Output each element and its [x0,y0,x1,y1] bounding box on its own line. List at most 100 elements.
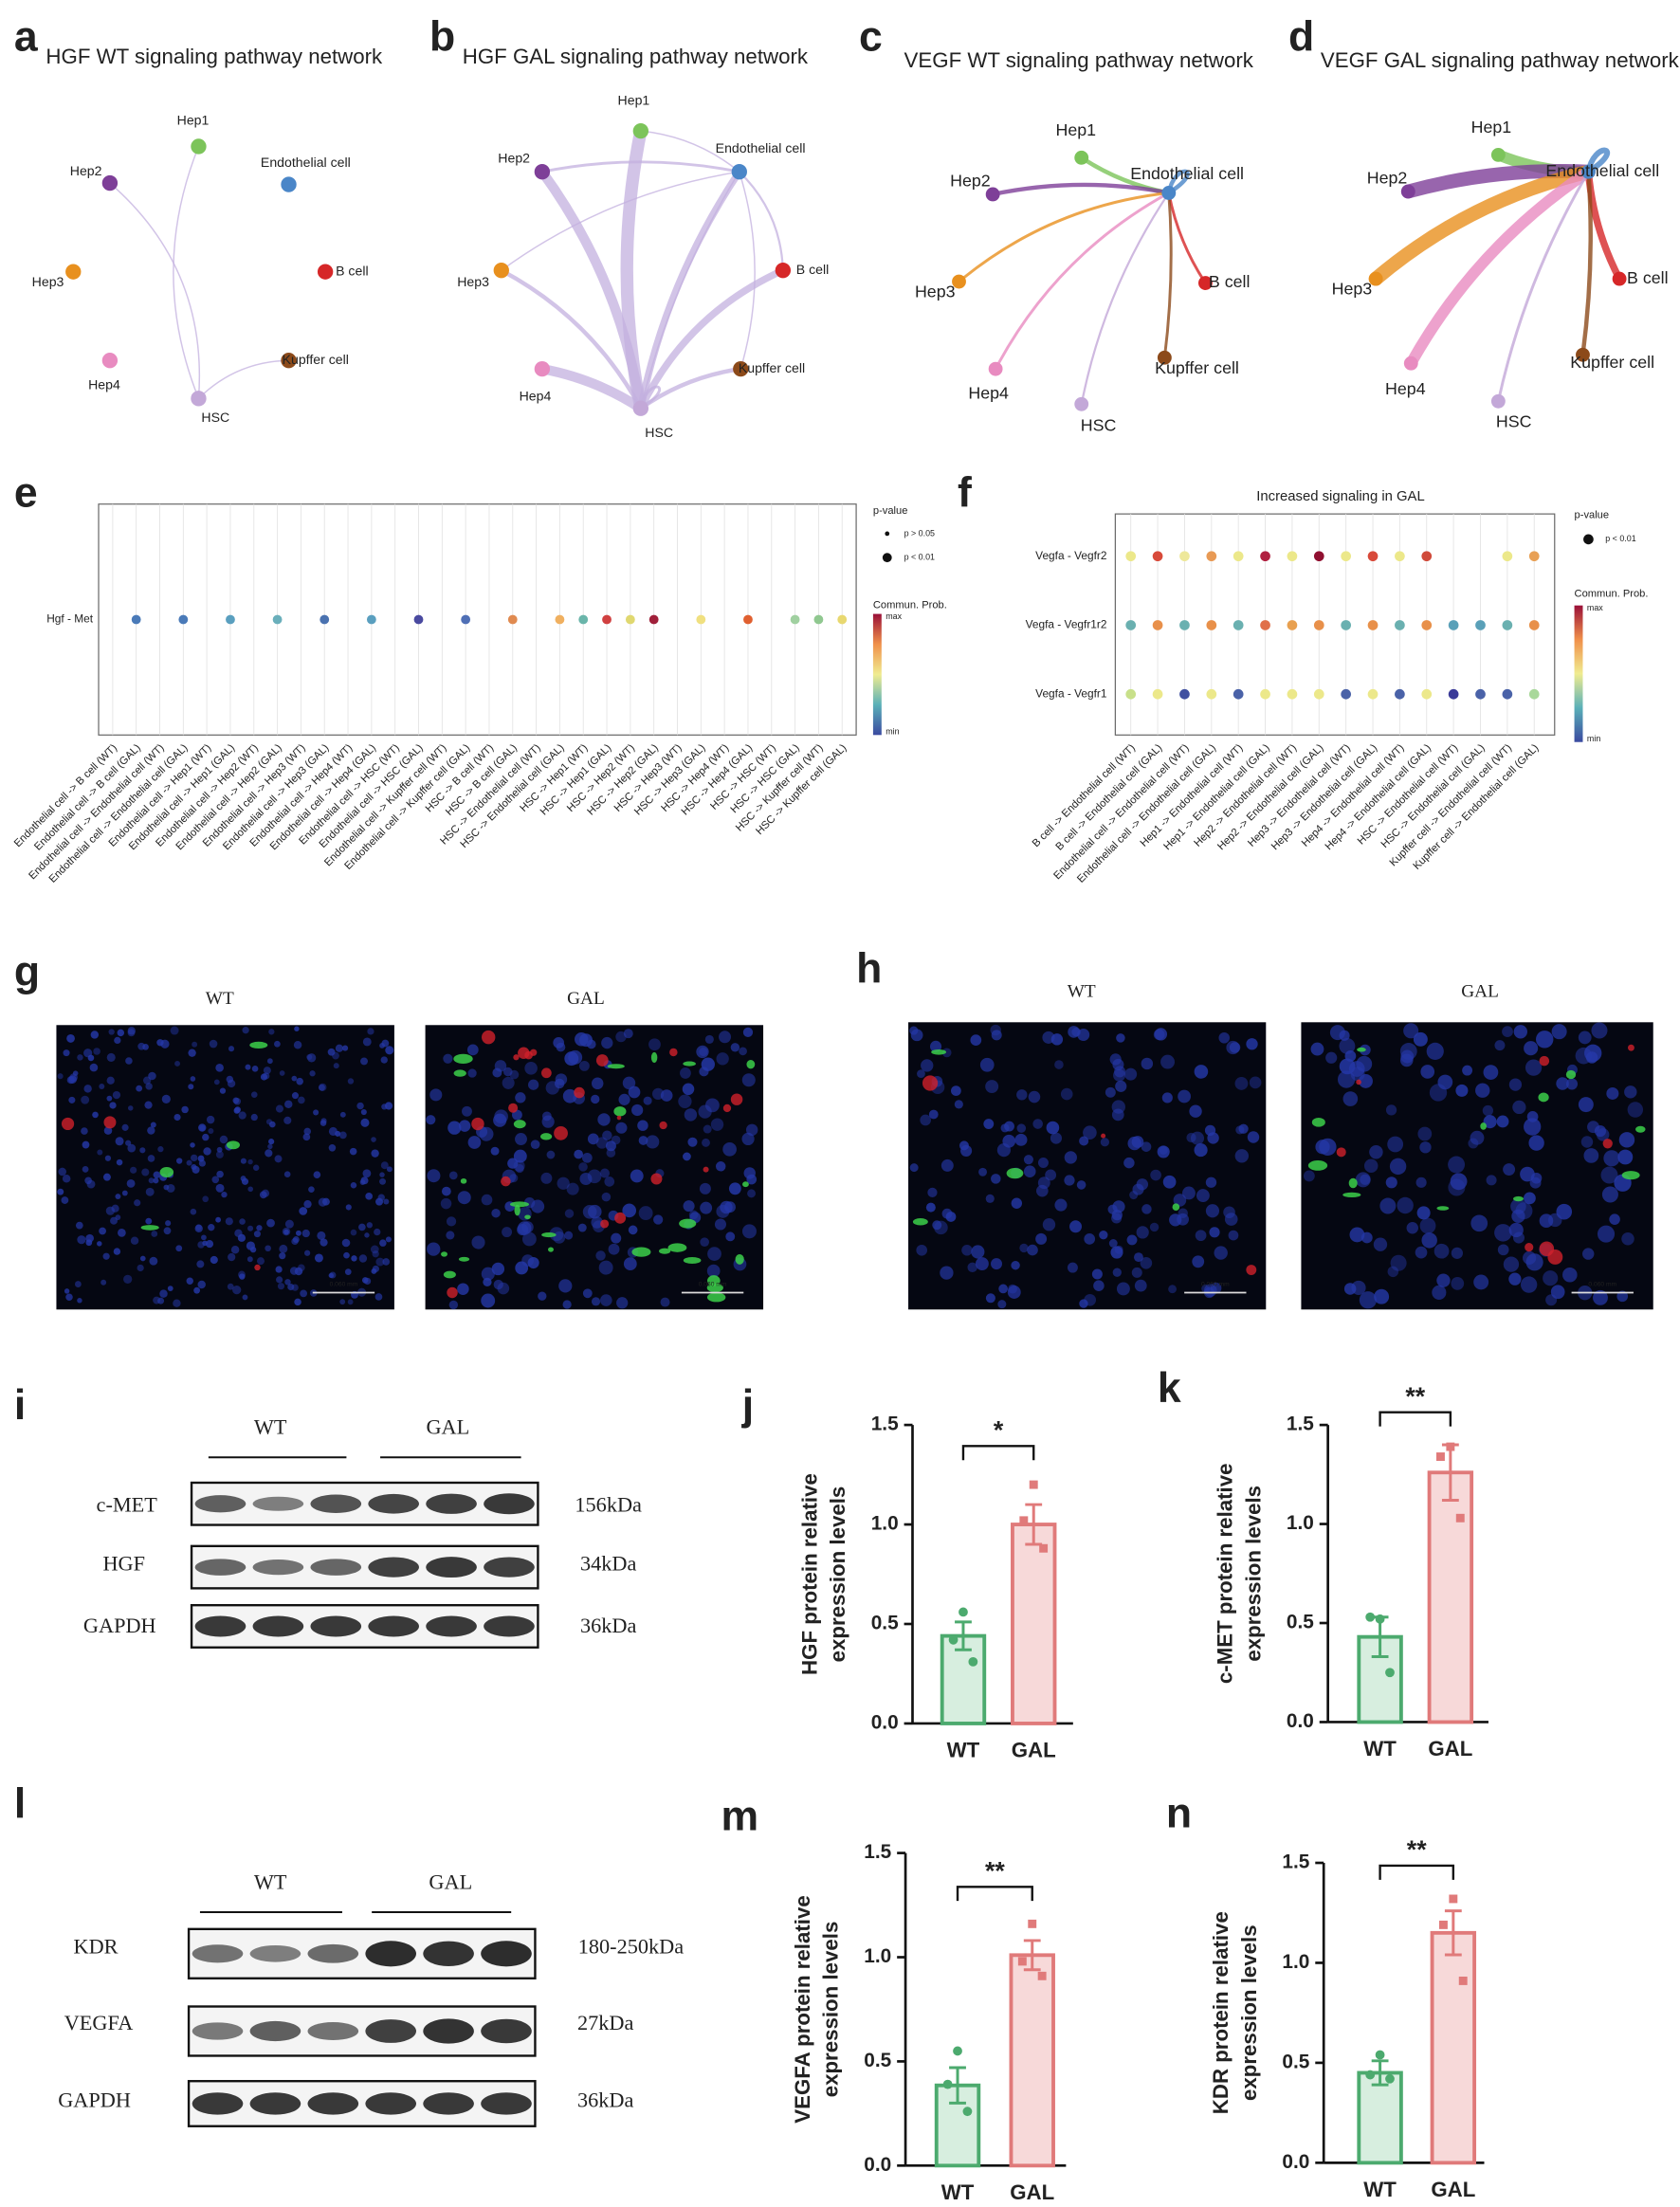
nucleus [192,1165,200,1174]
nucleus [66,1076,75,1085]
nucleus [150,1122,156,1128]
dot [1341,551,1352,562]
nucleus [358,1254,368,1263]
nucleus [941,1048,952,1058]
nucleus [123,1274,133,1284]
nucleus [959,1140,969,1151]
node-label: Endothelial cell [1130,164,1244,183]
nucleus [1329,1025,1345,1041]
nucleus [1606,1086,1619,1100]
node [632,400,649,416]
scale-bar-label: 0.060 mm [699,1281,727,1287]
nucleus [1400,1049,1415,1064]
nucleus [638,1136,648,1145]
nucleus [234,1106,241,1113]
nucleus [1415,1176,1427,1188]
nucleus [682,1083,695,1096]
nucleus [978,1167,988,1176]
y-axis-label: expression levels [1237,1924,1261,2101]
nucleus [1437,1074,1453,1090]
point [962,2107,973,2117]
point [959,1607,968,1617]
scale-bar-label: 0.060 mm [1201,1281,1230,1287]
nucleus [1503,1256,1520,1272]
nucleus [275,1266,283,1273]
dot [1152,620,1163,630]
nucleus [1525,1059,1543,1076]
nucleus [125,1140,132,1146]
node [191,138,207,155]
dot [1475,688,1486,700]
nucleus [1420,1065,1435,1079]
green-signal [1348,1177,1358,1189]
green-signal [1538,1092,1549,1103]
nucleus [945,1212,957,1222]
nucleus [522,1231,537,1247]
nucleus [1310,1042,1324,1056]
nucleus [282,1227,291,1236]
nucleus [1099,1231,1108,1240]
nucleus [983,1119,995,1129]
red-signal [524,1050,533,1060]
green-signal [607,1064,625,1069]
band [484,1493,535,1515]
nucleus [660,1297,670,1307]
blot-frame [190,1481,539,1526]
nucleus [611,1232,622,1244]
nucleus [74,1281,82,1287]
node [281,176,297,192]
red-signal [254,1264,261,1271]
nucleus [440,1197,452,1210]
nucleus [1091,1268,1103,1280]
nucleus [219,1087,227,1094]
nucleus [1116,1033,1125,1043]
red-signal [703,1166,709,1173]
nucleus [1315,1140,1330,1155]
dot [578,614,589,625]
nucleus [730,1043,740,1052]
y-tick-label: 0.5 [871,1612,899,1633]
nucleus [97,1241,102,1247]
nucleus [343,1251,350,1259]
panel-label: j [741,1382,754,1429]
dot [1233,688,1244,700]
edge [994,191,1171,371]
band [481,2092,532,2115]
nucleus [77,1298,82,1304]
nucleus [546,1150,556,1159]
nucleus [1218,1031,1230,1044]
nucleus [92,1111,99,1119]
nucleus [1617,1149,1634,1165]
scale-bar-label: 0.060 mm [1588,1281,1616,1287]
node-label: Endothelial cell [261,155,351,170]
nucleus [106,1095,113,1102]
micrograph: 0.060 mm [56,1025,394,1310]
green-signal [458,1256,470,1262]
dot [1152,551,1163,562]
node [1580,164,1596,179]
nucleus [1448,1156,1466,1174]
nucleus [157,1146,164,1153]
nucleus [1448,1178,1466,1196]
dot [1313,551,1324,562]
nucleus [597,1113,611,1126]
nucleus [1582,1248,1595,1260]
bar [1357,2070,1403,2165]
blot-frame [190,1544,539,1590]
nucleus [1593,1289,1608,1305]
band [481,2018,532,2044]
nucleus [1046,1121,1060,1135]
nucleus [1238,1123,1249,1134]
colorbar-min: min [886,727,899,737]
node-label: Kupffer cell [283,352,349,367]
red-signal [659,1121,667,1130]
node [1403,356,1418,371]
edge [1496,170,1590,403]
nucleus [380,1161,389,1170]
band [249,1945,301,1962]
nucleus [313,1109,320,1116]
nucleus [151,1231,158,1237]
nucleus [481,1267,495,1281]
nucleus [295,1230,301,1236]
dot [1528,551,1540,562]
